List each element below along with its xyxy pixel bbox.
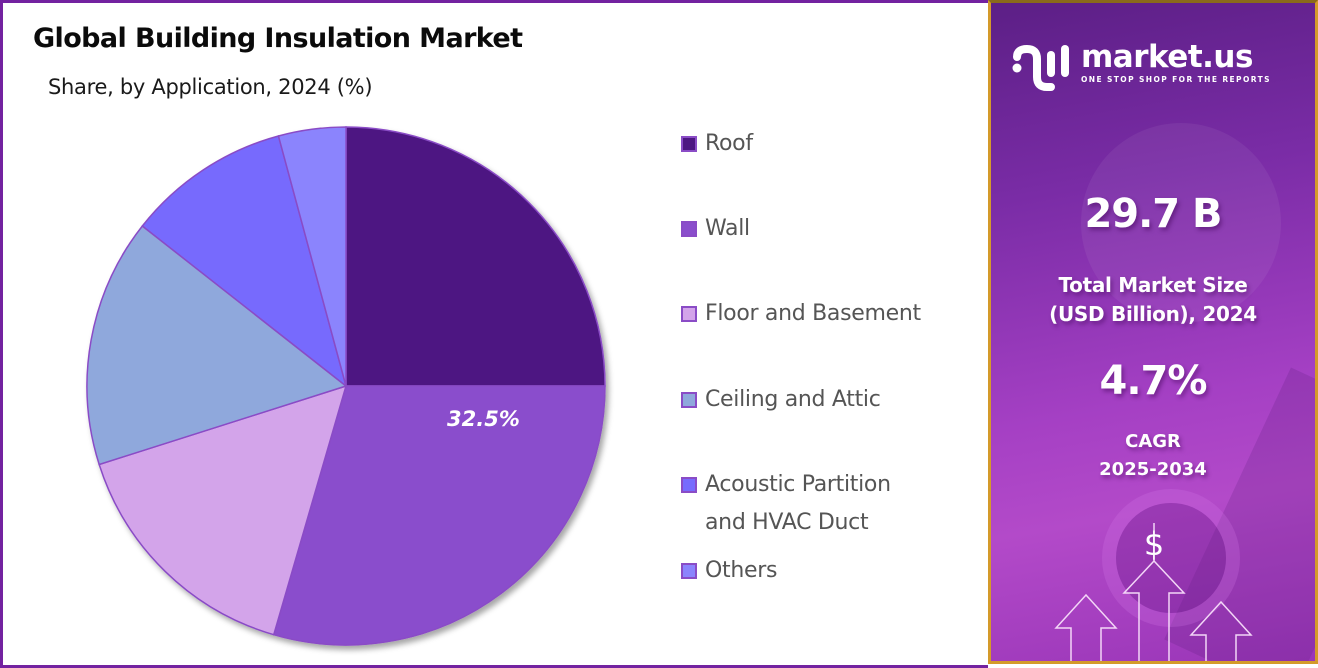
growth-arrows-icon: $	[1054, 523, 1253, 661]
legend-swatch-others	[681, 563, 697, 579]
dollar-sign: $	[1144, 525, 1164, 563]
pie-slice-roof	[345, 126, 606, 387]
brand-tagline: ONE STOP SHOP FOR THE REPORTS	[1081, 75, 1271, 84]
pie-slice-floor-and-basement	[98, 384, 348, 636]
legend-swatch-ceiling	[681, 392, 697, 408]
legend-swatch-roof	[681, 136, 697, 152]
pie-slice-ceiling-and-attic	[86, 224, 348, 466]
cagr-label-line2: 2025-2034	[1099, 459, 1207, 480]
legend-swatch-acoustic	[681, 477, 697, 493]
market-size-label-line1: Total Market Size	[1058, 273, 1248, 297]
coin-cup-decoration	[1116, 503, 1226, 613]
pie-chart: 32.5%	[86, 126, 606, 646]
brand-name: market.us	[1081, 39, 1253, 75]
market-us-logo-icon	[1012, 44, 1069, 91]
legend-item-others: Others	[681, 555, 777, 590]
legend-swatch-wall	[681, 221, 697, 237]
wall-data-label: 32.5%	[447, 407, 520, 431]
legend-item-roof: Roof	[681, 128, 753, 163]
legend-label: Floor and Basement	[705, 301, 921, 326]
legend-label-line1: Acoustic Partition	[705, 472, 891, 497]
background-decoration	[1081, 123, 1281, 323]
pie-svg	[86, 126, 606, 646]
chart-title: Global Building Insulation Market	[33, 23, 523, 54]
pie-slice-wall	[272, 385, 606, 646]
legend-item-ceiling-and-attic: Ceiling and Attic	[681, 384, 881, 419]
cagr-label-line1: CAGR	[1125, 431, 1181, 452]
legend-label: Roof	[705, 131, 753, 156]
legend-label: Ceiling and Attic	[705, 387, 881, 412]
chart-subtitle: Share, by Application, 2024 (%)	[48, 75, 373, 99]
cagr-value: 4.7%	[1099, 358, 1208, 404]
market-size-label-line2: (USD Billion), 2024	[1049, 302, 1257, 326]
legend-label: Others	[705, 558, 778, 583]
legend-item-wall: Wall	[681, 213, 750, 248]
summary-panel: market.us ONE STOP SHOP FOR THE REPORTS …	[988, 0, 1318, 664]
brand-logo: market.us ONE STOP SHOP FOR THE REPORTS	[1011, 41, 1271, 93]
legend-label: Acoustic Partition and HVAC Duct	[705, 466, 891, 542]
legend-item-floor-and-basement: Floor and Basement	[681, 298, 921, 333]
legend-label-line2: and HVAC Duct	[705, 510, 869, 535]
pie-slice-others	[277, 126, 347, 387]
legend-item-acoustic-partition: Acoustic Partition and HVAC Duct	[681, 469, 891, 542]
market-size-value: 29.7 B	[1084, 191, 1222, 237]
legend-label: Wall	[705, 216, 750, 241]
legend-swatch-floor	[681, 306, 697, 322]
